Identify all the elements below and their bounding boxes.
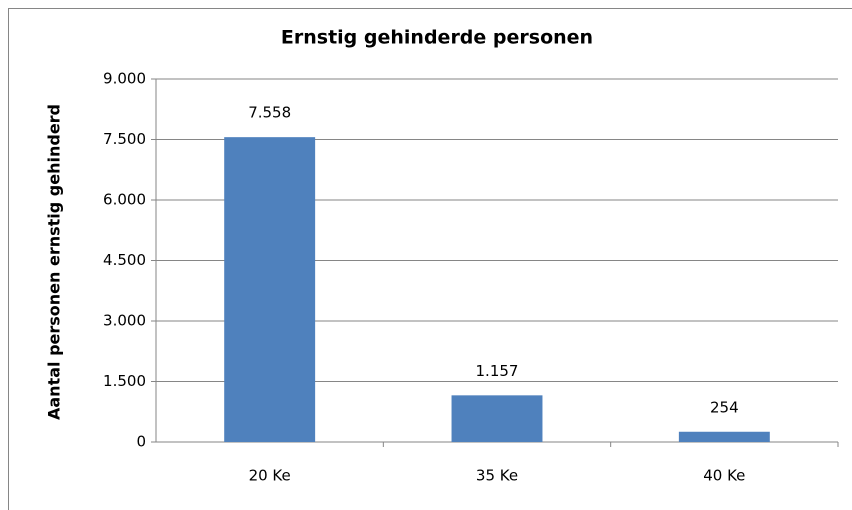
y-tick-label: 1.500 xyxy=(103,372,146,390)
y-tick-label: 4.500 xyxy=(103,251,146,269)
value-label: 254 xyxy=(710,398,739,416)
bar xyxy=(224,137,316,443)
y-tick-label: 0 xyxy=(136,433,146,451)
y-tick-label: 9.000 xyxy=(103,70,146,88)
y-tick-label: 7.500 xyxy=(103,130,146,148)
value-label: 7.558 xyxy=(248,104,291,122)
chart-frame xyxy=(8,8,852,510)
y-axis-label: Aantal personen ernstig gehinderd xyxy=(45,104,64,420)
bar xyxy=(451,395,543,442)
x-tick-label: 40 Ke xyxy=(703,467,745,485)
value-label: 1.157 xyxy=(476,362,519,380)
x-tick-label: 35 Ke xyxy=(476,467,518,485)
bar xyxy=(678,431,770,442)
x-tick-label: 20 Ke xyxy=(249,467,291,485)
y-tick-label: 6.000 xyxy=(103,191,146,209)
chart-title: Ernstig gehinderde personen xyxy=(281,27,593,49)
y-tick-label: 3.000 xyxy=(103,312,146,330)
